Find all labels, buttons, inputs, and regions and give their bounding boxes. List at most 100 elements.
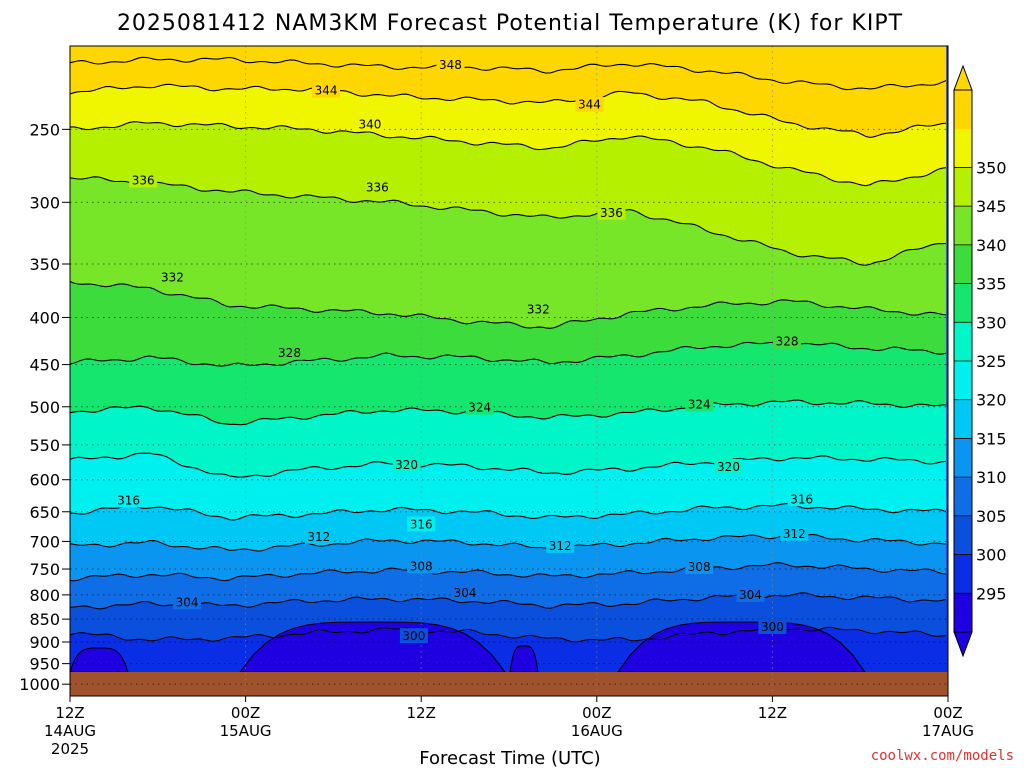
contour-label: 316 <box>407 516 436 532</box>
x-tick-label: 15AUG <box>220 722 272 740</box>
contour-label: 320 <box>714 458 743 474</box>
x-tick-label: 16AUG <box>571 722 623 740</box>
y-tick-label: 1000 <box>19 675 60 694</box>
contour-label-text: 316 <box>410 517 433 531</box>
y-tick-label: 300 <box>29 193 60 212</box>
contour-label-text: 312 <box>307 530 330 544</box>
contour-label-text: 344 <box>315 84 338 98</box>
contour-label-halo <box>158 269 187 285</box>
contour-label-halo <box>355 116 384 132</box>
cold-pocket <box>509 645 539 673</box>
contour-label: 304 <box>173 594 202 610</box>
source-credit: coolwx.com/models <box>871 748 1014 764</box>
contour-label-halo <box>773 333 802 349</box>
contour-label-halo <box>399 628 428 644</box>
contour-label: 348 <box>436 57 465 73</box>
contour-label-text: 312 <box>549 539 572 553</box>
contour-label: 308 <box>685 558 714 574</box>
colorbar-top-arrow <box>953 64 973 91</box>
contour-label-halo <box>546 537 575 553</box>
x-tick-label: 12Z <box>407 704 436 722</box>
x-tick-label: 12Z <box>758 704 787 722</box>
contour-label-text: 336 <box>132 173 155 187</box>
contour-label: 344 <box>312 82 341 98</box>
contour-label-halo <box>787 491 816 507</box>
contour-label: 312 <box>780 525 809 541</box>
contour-label-text: 308 <box>688 560 711 574</box>
contour-label-text: 304 <box>739 588 762 602</box>
contour-label: 328 <box>773 333 802 349</box>
contour-label-text: 336 <box>600 206 623 220</box>
contour-label-text: 304 <box>176 595 199 609</box>
contour-label-text: 316 <box>117 494 140 508</box>
contour-label: 312 <box>546 537 575 553</box>
contour-line-336 <box>70 176 947 266</box>
y-tick-label: 900 <box>29 633 60 652</box>
contour-label-text: 348 <box>439 58 462 72</box>
colorbar-label: 320 <box>976 391 1007 410</box>
x-tick-label: 12Z <box>55 704 84 722</box>
contour-label: 300 <box>399 628 428 644</box>
y-tick-label: 350 <box>29 255 60 274</box>
contour-line-300 <box>70 626 947 643</box>
contour-label-halo <box>173 594 202 610</box>
contour-label-text: 324 <box>468 401 491 415</box>
contour-label-halo <box>114 492 143 508</box>
colorbar-label: 305 <box>976 507 1007 526</box>
y-tick-label: 450 <box>29 356 60 375</box>
colorbar-label: 330 <box>976 313 1007 332</box>
contour-label: 320 <box>392 456 421 472</box>
contour-label: 332 <box>158 269 187 285</box>
y-tick-label: 250 <box>29 120 60 139</box>
contour-label-halo <box>714 458 743 474</box>
x-tick-label: 2025 <box>51 740 89 758</box>
colorbar-swatch <box>954 361 972 401</box>
contour-label-halo <box>436 57 465 73</box>
colorbar-swatch <box>954 167 972 207</box>
contour-label: 300 <box>758 619 787 635</box>
contour-label-halo <box>758 619 787 635</box>
contour-label-text: 304 <box>454 586 477 600</box>
contour-label-halo <box>524 301 553 317</box>
contour-label: 316 <box>787 491 816 507</box>
x-tick-label: 00Z <box>933 704 962 722</box>
contour-label: 308 <box>407 558 436 574</box>
contour-line-332 <box>70 280 947 329</box>
contour-label: 316 <box>114 492 143 508</box>
contour-label-halo <box>575 96 604 112</box>
y-axis: 250 300 350 400 450 500 550 600 650 700 750 800 850 9… <box>19 120 70 694</box>
colorbar-swatch <box>954 477 972 517</box>
theta-fill-layer <box>70 46 948 696</box>
contour-label-text: 308 <box>410 559 433 573</box>
y-tick-label: 850 <box>29 610 60 629</box>
contour-label: 324 <box>465 399 494 415</box>
y-tick-label: 650 <box>29 503 60 522</box>
contour-label: 336 <box>597 204 626 220</box>
colorbar-label: 345 <box>976 197 1007 216</box>
contour-label-text: 316 <box>790 492 813 506</box>
contour-label-halo <box>363 179 392 195</box>
contour-label-text: 300 <box>761 620 784 634</box>
contour-label-halo <box>451 584 480 600</box>
contour-line-340 <box>70 121 947 187</box>
x-tick-label: 14AUG <box>44 722 96 740</box>
colorbar-label: 295 <box>976 584 1007 603</box>
contour-lines-layer <box>70 56 947 643</box>
contour-line-324 <box>70 399 947 426</box>
contour-label-halo <box>465 399 494 415</box>
ground-layer <box>70 672 948 696</box>
contour-label-text: 328 <box>278 346 301 360</box>
y-tick-label: 750 <box>29 560 60 579</box>
contour-label: 304 <box>451 584 480 600</box>
cold-pocket <box>70 647 129 673</box>
colorbar-swatch <box>954 438 972 478</box>
colorbar-bottom-arrow <box>953 631 973 658</box>
colorbar-swatch <box>954 515 972 556</box>
contour-line-308 <box>70 562 947 582</box>
x-tick-label: 00Z <box>582 704 611 722</box>
colorbar-label: 310 <box>976 468 1007 487</box>
colorbar-swatch <box>954 554 972 594</box>
colorbar-swatch <box>954 399 972 439</box>
colorbar-label: 325 <box>976 352 1007 371</box>
